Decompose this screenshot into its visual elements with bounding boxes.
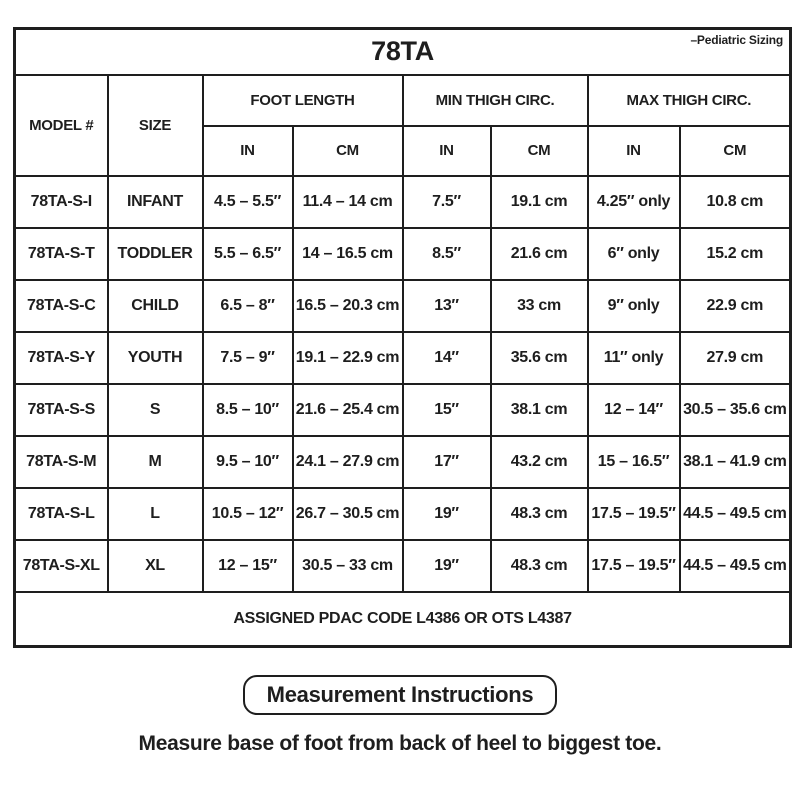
cell-max-cm: 22.9 cm [678, 278, 792, 333]
cell-foot-cm: 19.1 – 22.9 cm [291, 330, 404, 385]
sizing-table: 78TA –Pediatric Sizing MODEL # SIZE FOOT… [13, 27, 793, 648]
cell-max-in: 6″ only [586, 226, 681, 281]
cell-min-in: 7.5″ [401, 174, 492, 229]
cell-foot-in: 10.5 – 12″ [201, 486, 294, 541]
cell-foot-cm: 24.1 – 27.9 cm [291, 434, 404, 489]
table-row-youth: 78TA-S-Y YOUTH 7.5 – 9″ 19.1 – 22.9 cm 1… [13, 330, 792, 385]
subheader-foot-in: IN [201, 124, 294, 177]
cell-foot-in: 12 – 15″ [201, 538, 294, 593]
cell-size: YOUTH [106, 330, 204, 385]
cell-foot-in: 5.5 – 6.5″ [201, 226, 294, 281]
cell-min-in: 14″ [401, 330, 492, 385]
cell-model: 78TA-S-C [13, 278, 109, 333]
cell-min-in: 17″ [401, 434, 492, 489]
cell-min-cm: 35.6 cm [489, 330, 589, 385]
cell-min-in: 19″ [401, 538, 492, 593]
title-cell: 78TA –Pediatric Sizing [13, 27, 792, 76]
subheader-max-cm: CM [678, 124, 792, 177]
cell-size: S [106, 382, 204, 437]
subheader-foot-cm: CM [291, 124, 404, 177]
cell-max-in: 17.5 – 19.5″ [586, 486, 681, 541]
cell-min-cm: 21.6 cm [489, 226, 589, 281]
cell-model: 78TA-S-XL [13, 538, 109, 593]
cell-foot-in: 7.5 – 9″ [201, 330, 294, 385]
cell-max-cm: 44.5 – 49.5 cm [678, 486, 792, 541]
col-header-min-thigh: MIN THIGH CIRC. [401, 73, 589, 127]
cell-foot-in: 4.5 – 5.5″ [201, 174, 294, 229]
cell-model: 78TA-S-S [13, 382, 109, 437]
table-row-s: 78TA-S-S S 8.5 – 10″ 21.6 – 25.4 cm 15″ … [13, 382, 792, 437]
cell-max-cm: 27.9 cm [678, 330, 792, 385]
cell-foot-in: 8.5 – 10″ [201, 382, 294, 437]
cell-size: L [106, 486, 204, 541]
cell-min-cm: 48.3 cm [489, 486, 589, 541]
cell-foot-in: 6.5 – 8″ [201, 278, 294, 333]
col-header-foot-length: FOOT LENGTH [201, 73, 404, 127]
cell-max-cm: 38.1 – 41.9 cm [678, 434, 792, 489]
cell-max-cm: 30.5 – 35.6 cm [678, 382, 792, 437]
unit-header-row: IN CM IN CM IN CM [15, 124, 792, 177]
cell-foot-cm: 16.5 – 20.3 cm [291, 278, 404, 333]
cell-min-in: 8.5″ [401, 226, 492, 281]
cell-min-cm: 38.1 cm [489, 382, 589, 437]
title-row: 78TA –Pediatric Sizing [13, 27, 792, 76]
table-row-child: 78TA-S-C CHILD 6.5 – 8″ 16.5 – 20.3 cm 1… [13, 278, 792, 333]
cell-foot-cm: 21.6 – 25.4 cm [291, 382, 404, 437]
table-row-toddler: 78TA-S-T TODDLER 5.5 – 6.5″ 14 – 16.5 cm… [13, 226, 792, 281]
cell-foot-cm: 14 – 16.5 cm [291, 226, 404, 281]
measurement-instructions-button[interactable]: Measurement Instructions [242, 675, 558, 715]
cell-max-cm: 15.2 cm [678, 226, 792, 281]
col-header-size: SIZE [106, 73, 204, 177]
cell-max-cm: 10.8 cm [678, 174, 792, 229]
page-title: 78TA [371, 36, 434, 67]
cell-max-in: 15 – 16.5″ [586, 434, 681, 489]
table-row-m: 78TA-S-M M 9.5 – 10″ 24.1 – 27.9 cm 17″ … [13, 434, 792, 489]
cell-min-in: 15″ [401, 382, 492, 437]
cell-min-cm: 43.2 cm [489, 434, 589, 489]
cell-model: 78TA-S-L [13, 486, 109, 541]
cell-size: CHILD [106, 278, 204, 333]
cell-min-in: 19″ [401, 486, 492, 541]
pediatric-sizing-note: –Pediatric Sizing [690, 33, 784, 47]
table-row-infant: 78TA-S-I INFANT 4.5 – 5.5″ 11.4 – 14 cm … [13, 174, 792, 229]
cell-size: INFANT [106, 174, 204, 229]
cell-max-in: 12 – 14″ [586, 382, 681, 437]
measurement-instruction-text: Measure base of foot from back of heel t… [138, 732, 662, 755]
cell-size: TODDLER [106, 226, 204, 281]
subheader-min-in: IN [401, 124, 492, 177]
footer-row: ASSIGNED PDAC CODE L4386 OR OTS L4387 [13, 590, 792, 648]
cell-min-cm: 48.3 cm [489, 538, 589, 593]
cell-model: 78TA-S-T [13, 226, 109, 281]
cell-max-in: 4.25″ only [586, 174, 681, 229]
subheader-min-cm: CM [489, 124, 589, 177]
cell-model: 78TA-S-I [13, 174, 109, 229]
col-header-model: MODEL # [13, 73, 109, 177]
cell-min-in: 13″ [401, 278, 492, 333]
cell-min-cm: 33 cm [489, 278, 589, 333]
cell-foot-in: 9.5 – 10″ [201, 434, 294, 489]
cell-model: 78TA-S-Y [13, 330, 109, 385]
subheader-max-in: IN [586, 124, 681, 177]
cell-max-in: 17.5 – 19.5″ [586, 538, 681, 593]
cell-max-in: 9″ only [586, 278, 681, 333]
cell-size: M [106, 434, 204, 489]
table-row-l: 78TA-S-L L 10.5 – 12″ 26.7 – 30.5 cm 19″… [13, 486, 792, 541]
cell-model: 78TA-S-M [13, 434, 109, 489]
cell-min-cm: 19.1 cm [489, 174, 589, 229]
cell-max-in: 11″ only [586, 330, 681, 385]
cell-foot-cm: 30.5 – 33 cm [291, 538, 404, 593]
cell-size: XL [106, 538, 204, 593]
group-header-row: MODEL # SIZE FOOT LENGTH MIN THIGH CIRC.… [13, 73, 792, 177]
col-header-max-thigh: MAX THIGH CIRC. [586, 73, 792, 127]
cell-foot-cm: 11.4 – 14 cm [291, 174, 404, 229]
table-row-xl: 78TA-S-XL XL 12 – 15″ 30.5 – 33 cm 19″ 4… [13, 538, 792, 593]
pdac-code-footer: ASSIGNED PDAC CODE L4386 OR OTS L4387 [13, 590, 792, 648]
cell-max-cm: 44.5 – 49.5 cm [678, 538, 792, 593]
cell-foot-cm: 26.7 – 30.5 cm [291, 486, 404, 541]
